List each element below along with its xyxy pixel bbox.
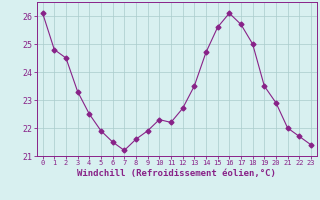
- X-axis label: Windchill (Refroidissement éolien,°C): Windchill (Refroidissement éolien,°C): [77, 169, 276, 178]
